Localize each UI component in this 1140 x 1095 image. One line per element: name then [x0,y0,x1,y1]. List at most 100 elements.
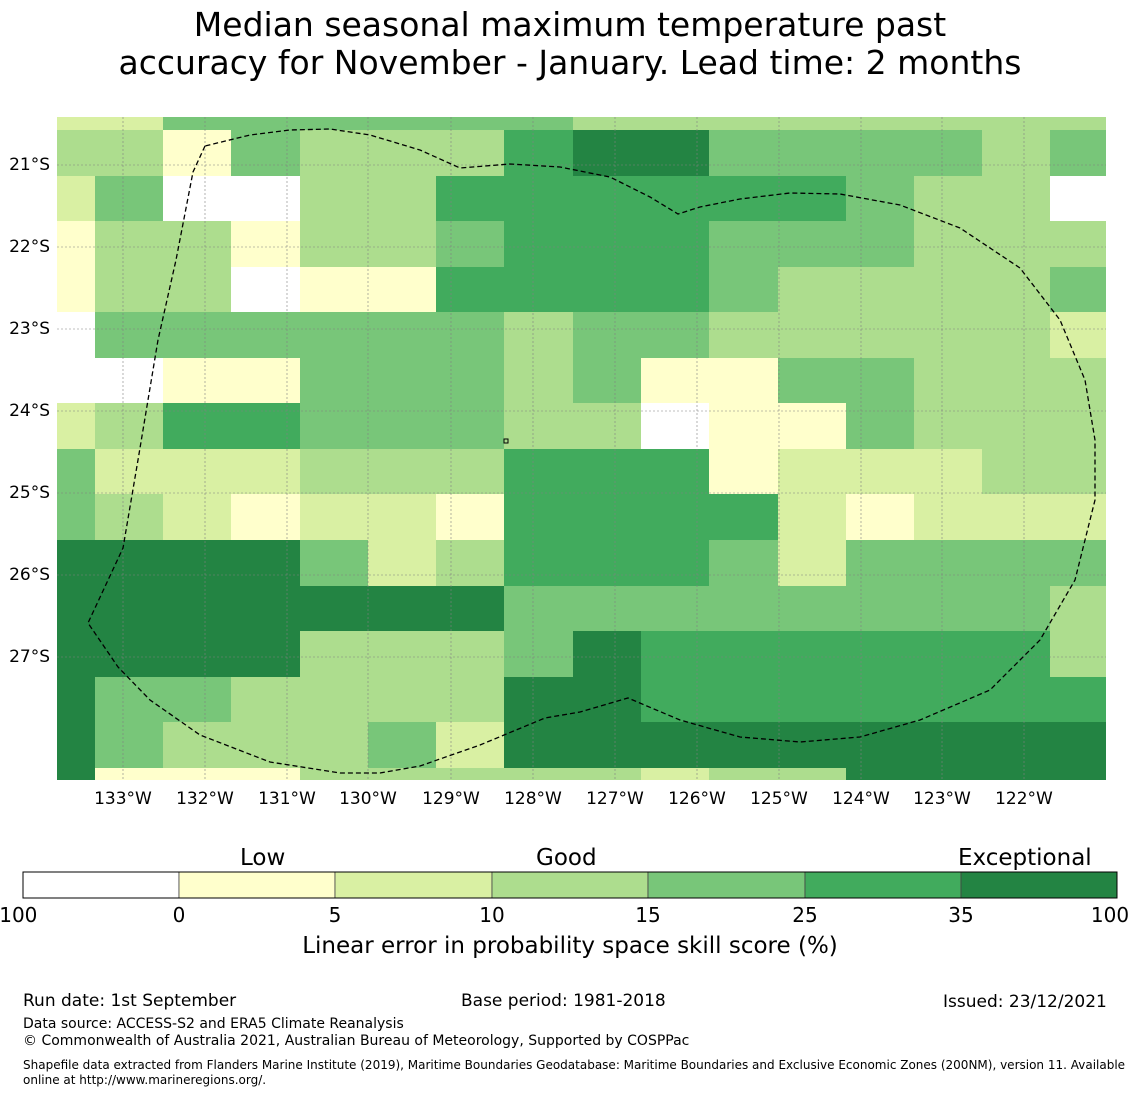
grid-cell [368,358,436,403]
grid-cell [504,540,573,586]
grid-cell [1050,312,1106,358]
grid-cell [231,312,300,358]
grid-cell [436,176,504,221]
colorbar-tick-label: 10 [479,903,505,927]
grid-cell [436,312,504,358]
colorbar-tick-label: -100 [0,903,38,927]
grid-cell [504,312,573,358]
grid-cell [982,176,1050,221]
grid-cell [573,117,641,130]
grid-cell [1050,221,1106,267]
longitude-tick-label: 122°W [995,789,1053,809]
colorbar-swatch [960,871,1118,899]
grid-cell [778,586,846,631]
colorbar-title: Linear error in probability space skill … [302,933,838,959]
grid-cell [709,117,778,130]
grid-cell [163,403,231,449]
grid-cell [504,586,573,631]
grid-cell [436,631,504,677]
grid-cell [300,117,368,130]
grid-cell [300,494,368,540]
grid-cell [982,130,1050,176]
grid-cell [504,677,573,722]
shapefile-credit: Shapefile data extracted from Flanders M… [23,1058,1126,1087]
grid-cell [95,267,163,312]
grid-cell [573,403,641,449]
grid-cell [504,176,573,221]
latitude-tick-label: 21°S [9,155,50,175]
grid-cell [368,403,436,449]
colorbar-swatch [804,871,962,899]
grid-cell [300,403,368,449]
legend-category-exceptional: Exceptional [958,845,1092,871]
grid-cell [778,176,846,221]
grid-cell [300,540,368,586]
grid-cell [573,130,641,176]
grid-cell [163,768,231,780]
grid-cell [846,176,914,221]
grid-cell [709,586,778,631]
grid-cell [1050,449,1106,494]
latitude-tick-label: 23°S [9,319,50,339]
grid-cell [368,267,436,312]
grid-cell [163,117,231,130]
longitude-tick-label: 133°W [94,789,152,809]
grid-cell [57,449,95,494]
grid-cell [641,677,709,722]
issued-date: Issued: 23/12/2021 [943,992,1107,1012]
colorbar-tick-label: 25 [792,903,818,927]
grid-cell [573,267,641,312]
latitude-tick-label: 25°S [9,483,50,503]
grid-cell [914,176,982,221]
grid-cell [504,221,573,267]
grid-cell [846,267,914,312]
grid-cell [95,722,163,768]
grid-cell [57,403,95,449]
grid-cell [778,449,846,494]
grid-cell [368,768,436,780]
grid-cell [846,358,914,403]
colorbar-swatch [22,871,180,899]
grid-cell [504,631,573,677]
grid-cell [778,540,846,586]
grid-cell [163,722,231,768]
grid-cell [641,130,709,176]
grid-cell [982,768,1050,780]
grid-cell [231,176,300,221]
graticule [57,117,1106,780]
grid-cell [641,221,709,267]
grid-cell [914,586,982,631]
grid-cell [914,358,982,403]
grid-cell [709,631,778,677]
grid-cell [368,221,436,267]
grid-cell [300,677,368,722]
grid-cell [709,176,778,221]
map-title: Median seasonal maximum temperature past… [0,6,1140,82]
grid-cell [57,312,95,358]
grid-cell [846,768,914,780]
grid-cell [982,358,1050,403]
grid-cell [300,358,368,403]
grid-cell [982,722,1050,768]
grid-cell [231,358,300,403]
grid-cell [436,768,504,780]
grid-cell [504,722,573,768]
grid-cell [436,540,504,586]
grid-cell [436,494,504,540]
grid-cell [300,586,368,631]
grid-cell [436,221,504,267]
longitude-tick-label: 131°W [258,789,316,809]
grid-cell [300,176,368,221]
grid-cell [846,403,914,449]
grid-cell [95,221,163,267]
grid-cell [573,494,641,540]
island-marker [503,438,509,444]
longitude-tick-label: 124°W [832,789,890,809]
grid-cell [573,540,641,586]
grid-cell [1050,117,1106,130]
grid-cell [95,130,163,176]
grid-cell [709,449,778,494]
grid-cell [436,403,504,449]
grid-cell [231,494,300,540]
grid-cell [1050,768,1106,780]
